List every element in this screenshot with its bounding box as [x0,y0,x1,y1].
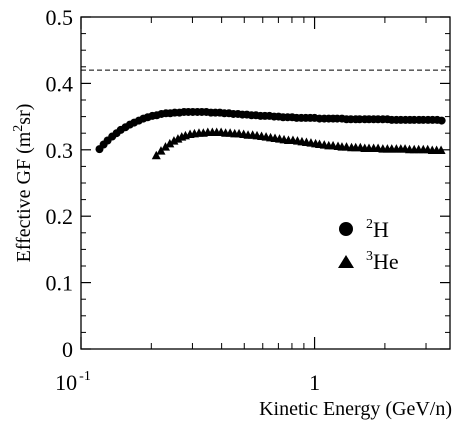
data-point [437,116,446,125]
x-tick-label: 1 [309,370,320,395]
y-tick-label: 0.5 [46,5,74,30]
legend-marker-triangle [338,255,354,268]
legend-label-2h: 2H [366,217,389,242]
y-tick-label: 0.4 [46,71,74,96]
legend: 2H 3He [338,217,399,274]
x-axis-label: Kinetic Energy (GeV/n) [259,398,452,420]
data-point [165,138,175,148]
data-point [156,146,166,155]
axis-ticks: 0 0.1 0.2 0.3 0.4 0.5 10 -1 1 [46,5,450,395]
legend-marker-circle [339,222,353,236]
y-tick-label: 0 [62,337,73,362]
legend-label-3he: 3He [366,249,399,274]
data-point [436,145,446,154]
plot-frame [80,16,451,350]
y-axis-label: Effective GF (m2sr) [11,104,35,263]
series-layer [95,107,446,160]
x-tick-label: 10 -1 [55,369,91,395]
series-3he [151,127,446,160]
y-tick-label: 0.3 [46,138,74,163]
series-2h [95,107,446,154]
y-tick-label: 0.2 [46,204,74,229]
data-point [160,142,170,151]
data-point [151,150,161,160]
y-tick-label: 0.1 [46,271,74,296]
